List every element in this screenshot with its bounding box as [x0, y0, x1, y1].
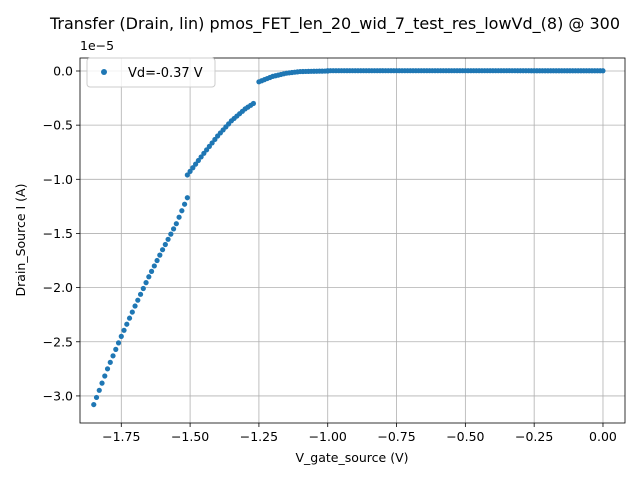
- data-point: [146, 274, 152, 280]
- data-point: [99, 380, 105, 386]
- data-point: [181, 201, 188, 207]
- data-point: [193, 161, 199, 167]
- data-point: [173, 221, 179, 227]
- data-point: [132, 303, 138, 309]
- data-point: [190, 165, 196, 171]
- data-point: [96, 387, 102, 393]
- data-point: [179, 208, 185, 214]
- y-tick-label: −0.5: [43, 118, 73, 133]
- y-axis-label: Drain_Source I (A): [13, 184, 28, 297]
- data-point: [129, 309, 135, 315]
- data-point: [170, 226, 177, 232]
- data-point: [212, 136, 218, 143]
- data-point: [176, 214, 182, 220]
- x-tick-label: 0.00: [589, 429, 617, 444]
- data-point: [143, 280, 149, 286]
- data-point: [184, 172, 190, 178]
- data-point: [204, 147, 210, 153]
- data-point: [209, 140, 215, 146]
- data-point: [187, 168, 193, 174]
- data-point: [137, 291, 144, 297]
- data-point: [151, 263, 157, 269]
- x-axis-label: V_gate_source (V): [295, 450, 408, 465]
- data-point: [104, 366, 111, 372]
- legend: Vd=-0.37 V: [86, 57, 216, 88]
- data-point: [102, 373, 108, 379]
- data-point: [157, 252, 163, 258]
- y-tick-label: −2.5: [43, 334, 73, 349]
- legend-marker: [101, 69, 107, 75]
- y-tick-label: −1.5: [43, 226, 73, 241]
- y-tick-label: −3.0: [43, 388, 73, 403]
- y-axis-ticks: 0.0 −0.5 −1.0 −1.5 −2.0 −2.5 −3.0: [43, 63, 80, 403]
- y-tick-label: 0.0: [53, 63, 73, 78]
- data-point: [121, 327, 127, 333]
- data-point: [110, 353, 116, 359]
- data-point: [201, 150, 207, 156]
- data-point: [159, 247, 166, 253]
- x-tick-label: −0.50: [446, 429, 484, 444]
- data-point: [107, 359, 113, 365]
- x-tick-label: −1.25: [240, 429, 278, 444]
- plot-frame: [79, 57, 626, 424]
- data-point: [184, 195, 190, 201]
- chart-title: Transfer (Drain, lin) pmos_FET_len_20_wi…: [49, 14, 620, 34]
- data-point: [135, 297, 141, 303]
- x-tick-label: −0.25: [515, 429, 553, 444]
- data-point: [165, 236, 171, 242]
- x-tick-label: −0.75: [377, 429, 415, 444]
- legend-entry: Vd=-0.37 V: [128, 66, 203, 81]
- x-tick-label: −1.50: [171, 429, 209, 444]
- data-point: [195, 157, 201, 164]
- x-axis-ticks: −1.75 −1.50 −1.25 −1.00 −0.75 −0.50 −0.25 0.00: [102, 423, 617, 444]
- data-point: [91, 401, 97, 408]
- x-tick-label: −1.75: [102, 429, 140, 444]
- data-point: [154, 257, 160, 264]
- data-point: [118, 333, 124, 339]
- legend-box: [86, 57, 216, 88]
- data-point: [140, 285, 146, 292]
- data-point: [162, 241, 168, 248]
- data-point: [148, 268, 155, 274]
- y-tick-label: −2.0: [43, 280, 73, 295]
- data-point: [126, 315, 133, 321]
- data-point: [115, 340, 122, 346]
- data-points: [91, 68, 606, 408]
- data-point: [600, 68, 606, 74]
- data-point: [93, 394, 100, 401]
- y-tick-label: −1.0: [43, 172, 73, 187]
- data-point: [168, 231, 174, 237]
- data-point: [250, 100, 257, 107]
- data-point: [113, 346, 119, 352]
- y-offset-label: 1e−5: [80, 38, 114, 53]
- data-point: [124, 321, 130, 327]
- data-point: [198, 154, 204, 160]
- x-tick-label: −1.00: [309, 429, 347, 444]
- data-point: [206, 143, 212, 149]
